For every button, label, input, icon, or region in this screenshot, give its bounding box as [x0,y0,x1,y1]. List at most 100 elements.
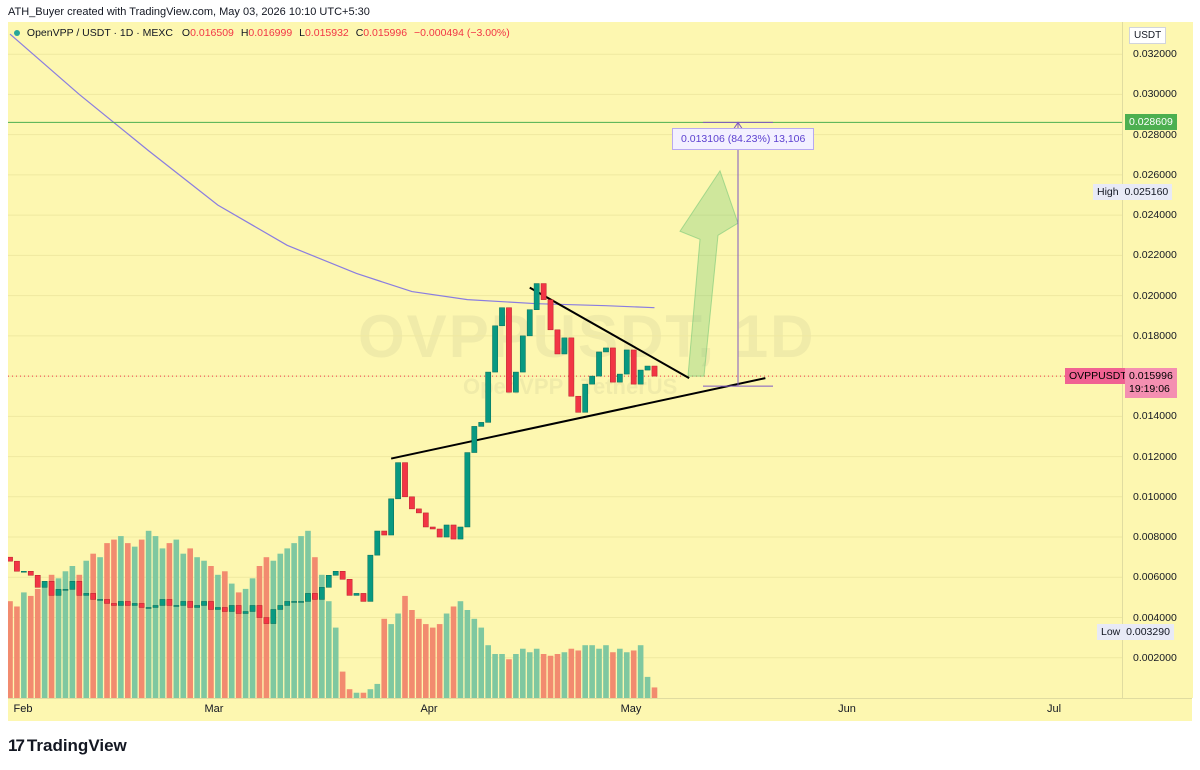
candle-down [610,347,616,383]
bar-countdown: 19:19:06 [1129,383,1170,396]
volume-bar [159,548,166,698]
ohlc-close-label: C [355,27,364,39]
candle-up [55,589,62,596]
candle-down [651,365,658,377]
candle-up [616,373,623,383]
candle-down [506,307,512,393]
price-tick-label: 0.026000 [1133,168,1177,181]
volume-bar [617,648,623,698]
candle-up [215,607,221,610]
target-price-tag: 0.028609 [1125,114,1177,131]
candle-down [346,579,353,596]
symbol-title[interactable]: OpenVPP / USDT · 1D · MEXC [26,27,173,39]
tradingview-logo-text: TradingView [26,736,127,755]
candle-up [270,609,277,624]
candle-up [513,371,519,393]
price-scale[interactable]: USDT 0.032000 0.030000 0.028000 0.026000 0.0… [1065,22,1193,698]
candle-up [242,611,249,614]
volume-bar [298,536,304,698]
candle-up [284,601,291,606]
candle-down [124,601,131,606]
volume-bar [561,652,568,698]
measure-arrow-head [733,121,743,129]
time-scale[interactable]: Feb Mar Apr May Jun Jul [8,698,1192,721]
candle-up [582,383,589,413]
symbol-name-tag: OVPPUSDT [1065,368,1131,385]
candle-up [353,593,360,596]
volume-bar [14,606,20,698]
volume-bar [409,610,415,698]
ohlc-change-value: −0.000494 (−3.00%) [414,27,510,39]
volume-bar [111,539,117,698]
volume-bar [540,654,547,698]
candle-up [277,605,284,610]
volume-bar [332,627,339,698]
candle-down [235,605,242,614]
candle-up [637,369,644,385]
volume-bar [464,610,471,698]
candle-up [180,601,187,606]
volume-bar [145,530,152,698]
candle-down [554,329,561,355]
volume-bar [69,566,76,698]
symbol-info[interactable]: OpenVPP / USDT · 1D · MEXC O0.016509 H0.… [14,27,514,39]
volume-bar [208,566,214,698]
volume-bar [478,627,485,698]
volume-bar [374,683,381,698]
volume-bar [152,536,159,698]
candle-up [388,498,394,536]
candle-down [312,593,318,600]
tradingview-logo[interactable]: 17 TradingView [8,736,127,756]
volume-bar [381,618,388,698]
volume-bar [450,606,457,698]
currency-label[interactable]: USDT [1129,27,1167,44]
volume-bar [312,557,318,698]
volume-bar [630,650,637,698]
volume-bar [554,654,561,698]
volume-bar [402,595,408,698]
candle-up [201,601,207,606]
moving-average-line [9,33,655,309]
price-chart[interactable] [8,22,1122,698]
price-tick-label: 0.006000 [1133,571,1177,584]
chart-pane[interactable]: OpenVPP / USDT · 1D · MEXC O0.016509 H0.… [8,22,1122,698]
candle-up [118,601,124,606]
time-label-apr: Apr [420,703,438,715]
candle-up [145,607,152,609]
volume-bar [249,578,256,698]
candle-down [575,395,582,413]
candle-down [450,524,457,540]
candle-up [464,452,471,528]
support-trendline [390,377,766,460]
chart-credit: ATH_Buyer created with TradingView.com, … [8,6,370,18]
volume-bar [166,543,173,698]
candle-down [339,571,346,580]
candle-up [249,605,256,612]
resistance-trendline [529,286,690,379]
volume-bar [21,592,27,698]
candle-up [623,349,630,375]
volume-bar [651,687,658,698]
high-label: High [1097,185,1119,198]
volume-bar [256,566,263,698]
volume-bar [48,574,55,698]
candle-up [173,605,180,607]
volume-bar [443,613,450,698]
candle-up [228,605,235,612]
time-label-may: May [620,703,642,715]
price-tick-label: 0.018000 [1133,329,1177,342]
volume-bar [173,539,180,698]
volume-bar [360,692,367,698]
tradingview-logo-icon: 17 [8,736,25,755]
candle-up [21,571,27,573]
candle-up [526,309,533,337]
low-price-tag: Low 0.003290 [1097,623,1174,640]
ohlc-high-label: H [240,27,249,39]
volume-bar [76,574,83,698]
ohlc-open-label: O [181,27,191,39]
volume-bar [339,671,346,698]
symbol-status-dot [14,30,20,37]
measure-label[interactable]: 0.013106 (84.23%) 13,106 [672,128,815,150]
volume-bar [222,571,228,698]
price-tick-label: 0.014000 [1133,410,1177,423]
